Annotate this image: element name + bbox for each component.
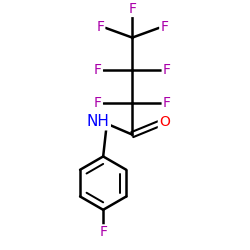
Text: F: F: [94, 63, 102, 77]
Text: F: F: [160, 20, 168, 34]
Text: F: F: [163, 96, 171, 110]
Text: F: F: [96, 20, 104, 34]
Text: F: F: [128, 2, 136, 16]
Text: F: F: [99, 225, 107, 239]
Text: F: F: [163, 63, 171, 77]
Text: F: F: [94, 96, 102, 110]
Text: NH: NH: [87, 114, 110, 129]
Text: O: O: [159, 115, 170, 129]
